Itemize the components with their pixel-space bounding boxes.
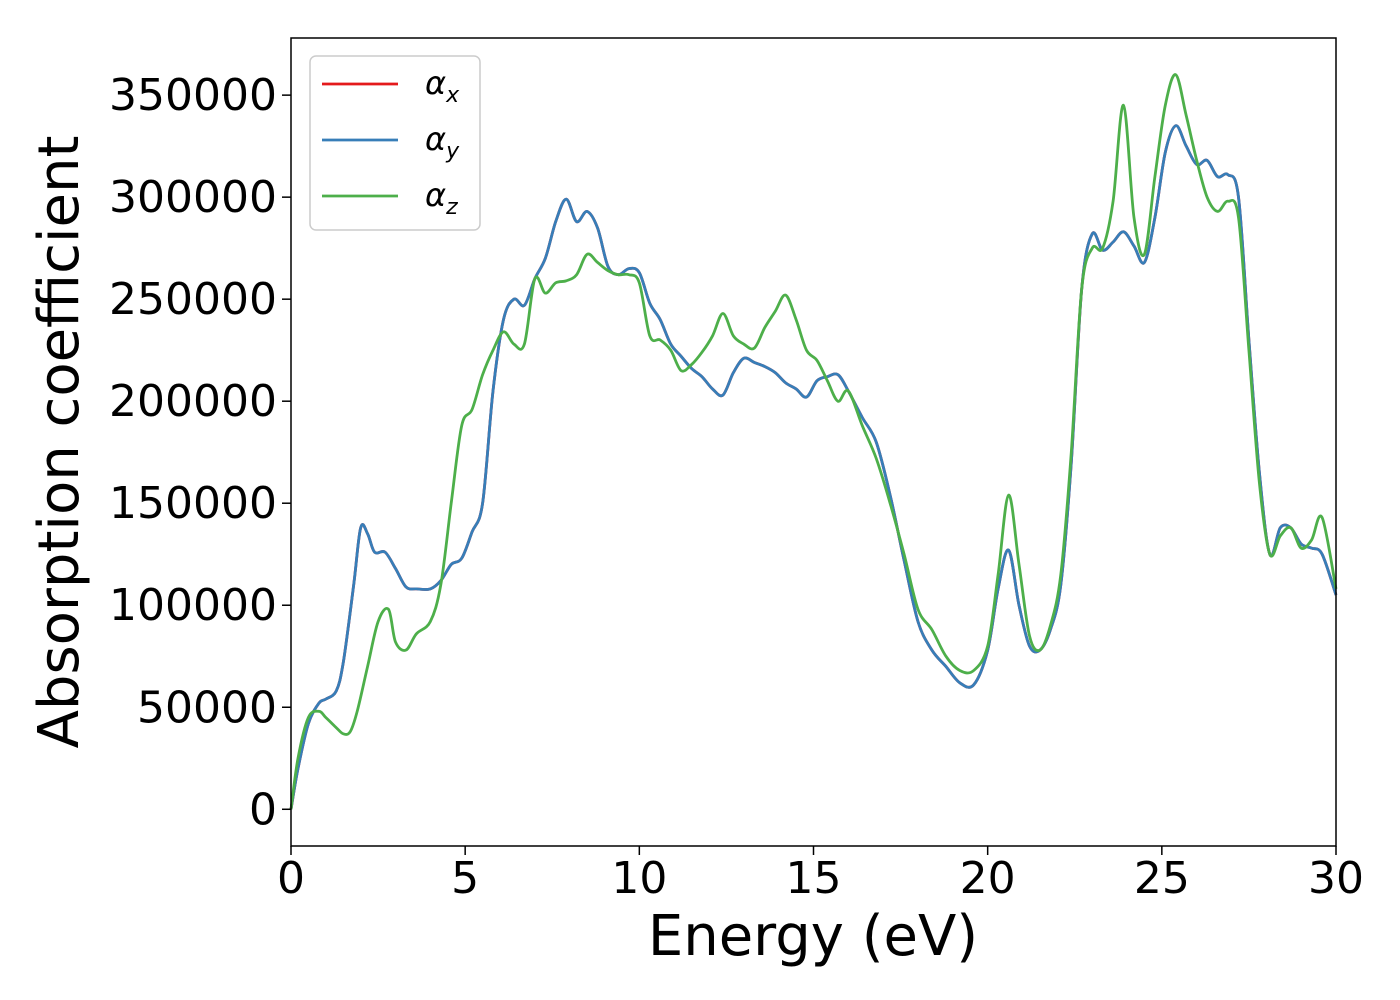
x-tick-label: 25 <box>1134 853 1190 904</box>
y-tick-label: 50000 <box>137 682 277 733</box>
series-line-alpha-y <box>289 124 1338 810</box>
x-tick-label: 10 <box>611 853 667 904</box>
y-tick-label: 300000 <box>109 172 277 223</box>
y-axis: 0 50000 100000 150000 200000 250000 300000 3500… <box>109 70 291 835</box>
legend-label-alpha-z: αz <box>425 176 458 220</box>
legend-box <box>309 55 481 231</box>
series-layer <box>289 73 1338 810</box>
y-tick-label: 100000 <box>109 580 277 631</box>
x-tick-label: 15 <box>786 853 842 904</box>
x-axis-title: Energy (eV) <box>648 904 978 969</box>
y-axis-title: Absorption coefficient <box>27 136 92 749</box>
y-tick-label: 350000 <box>109 70 277 121</box>
legend-label-alpha-x: αx <box>425 64 460 108</box>
x-tick-label: 0 <box>277 853 305 904</box>
series-line-alpha-z <box>289 73 1338 810</box>
y-tick-label: 250000 <box>109 274 277 325</box>
x-tick-label: 30 <box>1308 853 1364 904</box>
x-axis: 0 5 10 15 20 25 30 <box>277 846 1364 904</box>
legend-label-alpha-y: αy <box>425 120 460 164</box>
y-tick-label: 150000 <box>109 478 277 529</box>
y-tick-label: 0 <box>249 784 277 835</box>
y-tick-label: 200000 <box>109 376 277 427</box>
x-tick-label: 20 <box>960 853 1016 904</box>
x-tick-label: 5 <box>451 853 479 904</box>
legend: αx αy αz <box>309 55 481 231</box>
